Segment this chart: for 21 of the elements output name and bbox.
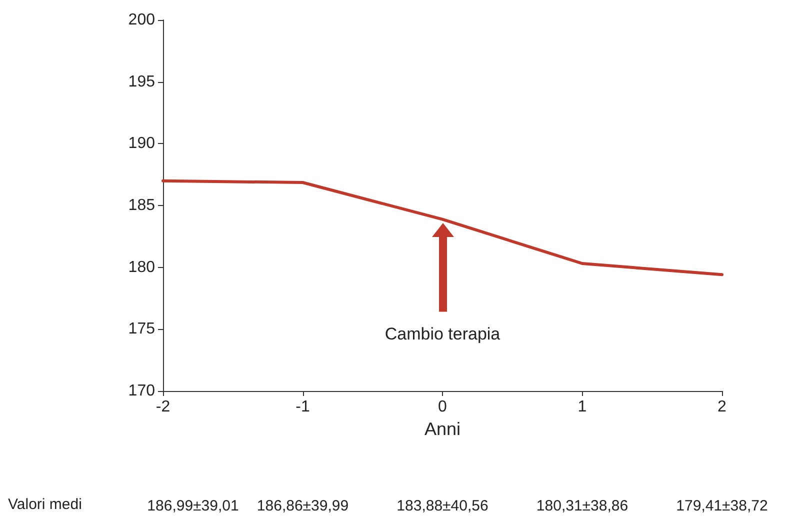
- text: 186,99±39,01: [147, 498, 239, 514]
- y-tick-label: 180: [128, 258, 156, 276]
- y-tick-label: 185: [128, 197, 156, 214]
- annotation: Cambio terapia: [384, 324, 501, 344]
- y-tick-label: 195: [128, 73, 156, 90]
- x-tick-label: 1: [578, 398, 587, 416]
- text: 180,31±38,86: [536, 498, 628, 514]
- x-axis-title: Anni: [424, 418, 461, 439]
- text: 179,41±38,72: [676, 498, 768, 514]
- x-tick-label: -1: [296, 398, 310, 416]
- text: 183,88±40,56: [396, 498, 488, 514]
- x-tick-label: 2: [718, 398, 727, 416]
- y-tick-label: 190: [128, 135, 156, 152]
- x-tick-label: 0: [438, 398, 448, 416]
- y-tick-label: 200: [128, 12, 156, 28]
- y-tick-label: 170: [128, 382, 156, 400]
- y-tick-label: 175: [128, 320, 156, 338]
- x-tick-label: -2: [156, 398, 170, 416]
- text: 186,86±39,99: [256, 498, 349, 514]
- line-series: [162, 179, 724, 276]
- text: Valori medi: [8, 496, 82, 513]
